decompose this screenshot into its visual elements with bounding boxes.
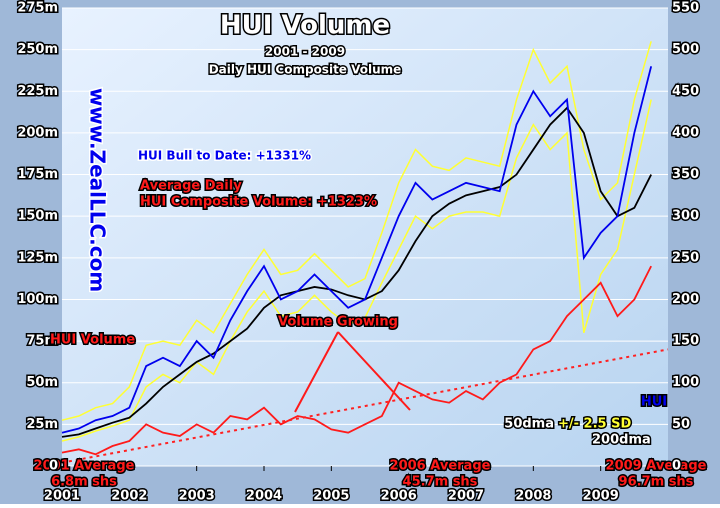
y2-tick-label: 0 (672, 459, 681, 474)
annotation: 2009 Average (606, 459, 707, 474)
y-tick-label: 0 (49, 459, 58, 474)
band-lower (61, 99, 652, 442)
x-tick-label: 2008 (515, 489, 551, 504)
y2-tick-label: 200 (672, 292, 699, 307)
series-label: 200dma (592, 433, 651, 448)
annotation: 45.7m shs (403, 475, 478, 490)
band-upper (61, 41, 652, 421)
y-tick-label: 75m (26, 334, 58, 349)
y2-tick-label: 400 (672, 125, 699, 140)
series-label: HUI (641, 395, 667, 410)
chart-title: HUI Volume (220, 11, 390, 41)
y-tick-label: 275m (17, 1, 58, 16)
subtitle: 2001 - 2009 (265, 45, 345, 59)
y-tick-label: 175m (17, 167, 58, 182)
band-label: +/- 2.5 SD (558, 417, 631, 432)
y-tick-label: 100m (17, 292, 58, 307)
labels: HUI Volume 2001 - 2009 Daily HUI Composi… (16, 0, 708, 505)
y2-tick-label: 150 (672, 334, 699, 349)
arrow (337, 331, 411, 411)
y-tick-label: 125m (17, 250, 58, 265)
grid (61, 7, 668, 471)
series-label: HUI Volume (50, 333, 135, 348)
x-tick-label: 2003 (179, 489, 215, 504)
annotation: 6.8m shs (51, 475, 117, 490)
y2-tick-label: 500 (672, 42, 699, 57)
marks (61, 41, 669, 464)
annotation: 2001 Average (34, 459, 135, 474)
y-tick-label: 150m (17, 209, 58, 224)
annotation: HUI Bull to Date: +1331% (138, 149, 311, 163)
y2-tick-label: 350 (672, 167, 699, 182)
x-tick-label: 2006 (381, 489, 417, 504)
y-tick-label: 25m (26, 417, 58, 432)
y-tick-label: 50m (26, 375, 58, 390)
watermark: www.ZealLLC.com (86, 88, 110, 292)
arrow (294, 331, 339, 413)
plot-area (62, 8, 668, 466)
annotation: 96.7m shs (619, 475, 694, 490)
y2-tick-label: 300 (672, 209, 699, 224)
y2-tick-label: 100 (672, 375, 699, 390)
series-line (61, 106, 652, 438)
series-line (61, 66, 653, 434)
y2-tick-label: 250 (672, 250, 699, 265)
annotation: 50dma (504, 417, 554, 432)
x-tick-label: 2005 (313, 489, 349, 504)
annotation: Volume Growing (278, 315, 398, 330)
y-tick-label: 250m (17, 42, 58, 57)
y2-tick-label: 50 (672, 417, 690, 432)
series-line (61, 265, 652, 456)
x-tick-label: 2009 (583, 489, 619, 504)
y-tick-label: 225m (17, 84, 58, 99)
trend-line (61, 348, 669, 464)
x-tick-label: 2004 (246, 489, 282, 504)
x-tick-label: 2002 (111, 489, 147, 504)
annotation: HUI Composite Volume: +1323% (140, 195, 377, 210)
annotation: 2006 Average (390, 459, 491, 474)
x-tick-label: 2007 (448, 489, 484, 504)
y2-tick-label: 450 (672, 84, 699, 99)
caption: Daily HUI Composite Volume (209, 63, 402, 77)
y-tick-label: 200m (17, 125, 58, 140)
x-tick-label: 2001 (44, 489, 80, 504)
y2-tick-label: 550 (672, 1, 699, 16)
annotation: Average Daily (140, 179, 242, 194)
